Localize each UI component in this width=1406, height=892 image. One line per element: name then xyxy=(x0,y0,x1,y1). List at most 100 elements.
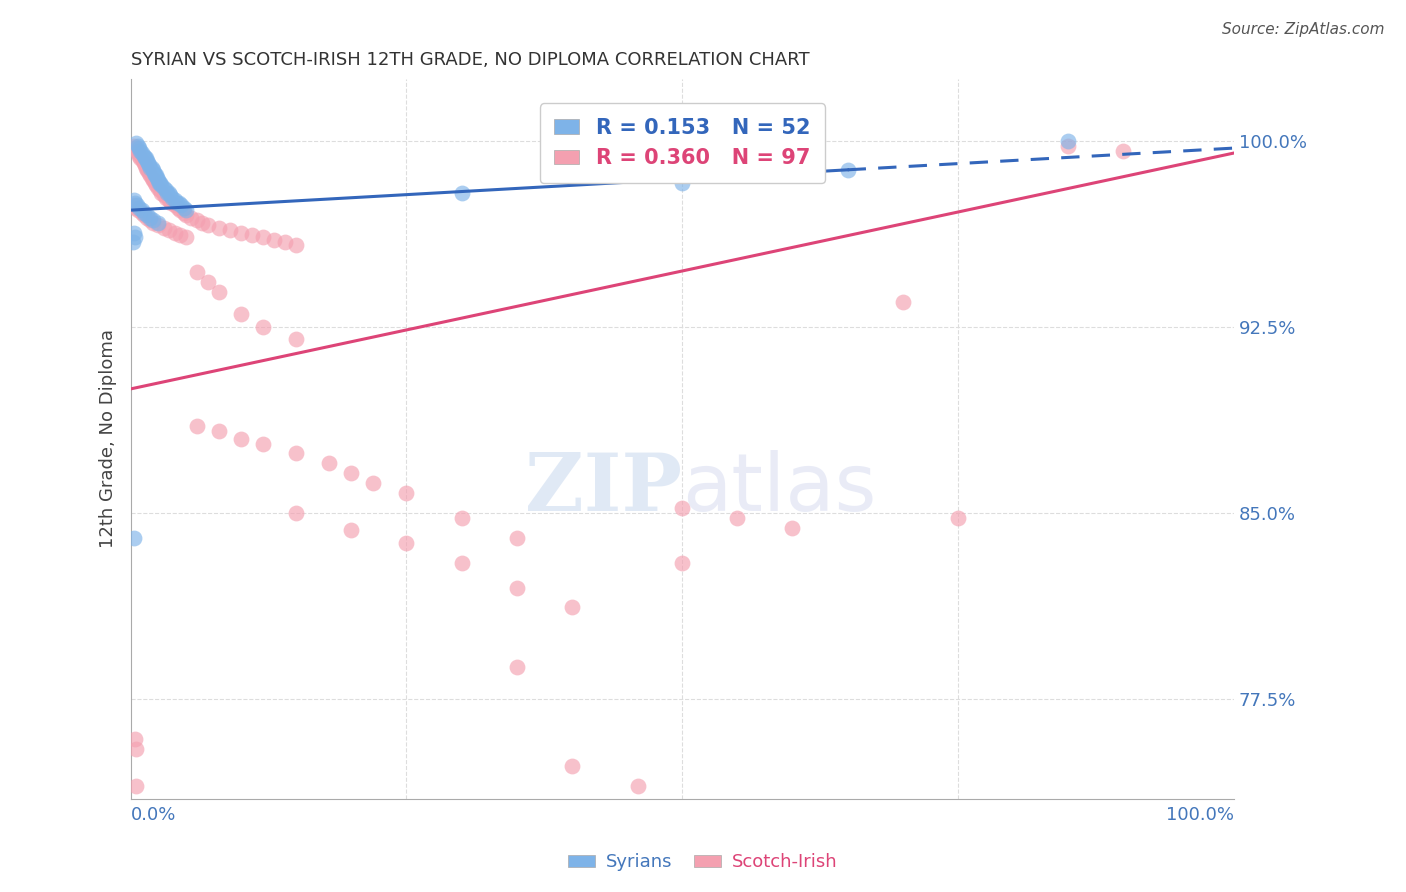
Point xyxy=(252,230,274,244)
Point xyxy=(395,486,418,500)
Point xyxy=(218,223,240,237)
Point xyxy=(124,230,146,244)
Point xyxy=(142,163,165,178)
Point xyxy=(132,148,155,162)
Point xyxy=(229,226,252,240)
Point xyxy=(191,216,214,230)
Point xyxy=(163,226,186,240)
Point xyxy=(946,511,969,525)
Point xyxy=(145,169,167,183)
Point xyxy=(146,218,169,232)
Text: Source: ZipAtlas.com: Source: ZipAtlas.com xyxy=(1222,22,1385,37)
Text: SYRIAN VS SCOTCH-IRISH 12TH GRADE, NO DIPLOMA CORRELATION CHART: SYRIAN VS SCOTCH-IRISH 12TH GRADE, NO DI… xyxy=(131,51,810,69)
Point xyxy=(131,153,153,168)
Point xyxy=(274,235,297,250)
Point xyxy=(149,176,172,190)
Point xyxy=(318,457,340,471)
Point xyxy=(174,208,197,222)
Point xyxy=(671,176,693,190)
Point xyxy=(208,285,231,299)
Point xyxy=(150,186,173,200)
Point xyxy=(340,467,363,481)
Point xyxy=(141,161,163,175)
Point xyxy=(340,524,363,538)
Point xyxy=(505,660,527,674)
Point xyxy=(128,201,150,215)
Point xyxy=(145,178,167,193)
Point xyxy=(180,211,202,225)
Point xyxy=(725,511,748,525)
Point xyxy=(157,186,180,200)
Point xyxy=(1057,134,1080,148)
Point xyxy=(146,216,169,230)
Point xyxy=(155,183,177,197)
Point xyxy=(505,581,527,595)
Point xyxy=(285,506,308,520)
Point xyxy=(132,156,155,170)
Point xyxy=(627,779,650,793)
Point xyxy=(159,188,181,202)
Point xyxy=(146,173,169,187)
Point xyxy=(197,218,219,232)
Point xyxy=(240,227,263,242)
Point xyxy=(167,195,190,210)
Point xyxy=(561,600,583,615)
Point xyxy=(156,186,179,200)
Point xyxy=(142,216,165,230)
Text: ZIP: ZIP xyxy=(526,450,682,528)
Point xyxy=(128,141,150,155)
Point xyxy=(891,295,914,310)
Point xyxy=(127,198,149,212)
Point xyxy=(136,153,159,168)
Point xyxy=(143,176,166,190)
Point xyxy=(124,731,146,746)
Point xyxy=(129,144,152,158)
Y-axis label: 12th Grade, No Diploma: 12th Grade, No Diploma xyxy=(100,329,117,548)
Point xyxy=(285,446,308,460)
Point xyxy=(127,203,149,218)
Point xyxy=(138,159,160,173)
Point xyxy=(141,170,163,185)
Point xyxy=(125,201,148,215)
Point xyxy=(142,173,165,187)
Point xyxy=(136,163,159,178)
Point xyxy=(152,181,174,195)
Point xyxy=(208,424,231,438)
Point xyxy=(160,195,183,210)
Point xyxy=(136,163,159,178)
Point xyxy=(139,169,162,183)
Point xyxy=(163,193,186,207)
Point xyxy=(166,195,188,210)
Point xyxy=(229,308,252,322)
Point xyxy=(125,136,148,150)
Point xyxy=(186,419,208,434)
Text: 0.0%: 0.0% xyxy=(131,805,176,824)
Legend: R = 0.153   N = 52, R = 0.360   N = 97: R = 0.153 N = 52, R = 0.360 N = 97 xyxy=(540,103,825,183)
Point xyxy=(139,161,162,175)
Point xyxy=(170,198,193,212)
Point xyxy=(167,201,190,215)
Point xyxy=(450,186,472,200)
Point xyxy=(169,203,191,218)
Point xyxy=(124,195,146,210)
Point xyxy=(146,170,169,185)
Point xyxy=(132,208,155,222)
Point xyxy=(671,501,693,516)
Point xyxy=(138,166,160,180)
Point xyxy=(125,779,148,793)
Point xyxy=(131,203,153,218)
Point xyxy=(127,138,149,153)
Point xyxy=(135,161,157,175)
Point xyxy=(163,198,186,212)
Point xyxy=(152,188,174,202)
Point xyxy=(122,198,145,212)
Point xyxy=(134,159,156,173)
Point xyxy=(671,556,693,570)
Point xyxy=(157,223,180,237)
Point xyxy=(122,531,145,545)
Point xyxy=(561,759,583,773)
Point xyxy=(136,211,159,225)
Point xyxy=(146,181,169,195)
Point xyxy=(285,332,308,346)
Point xyxy=(142,173,165,187)
